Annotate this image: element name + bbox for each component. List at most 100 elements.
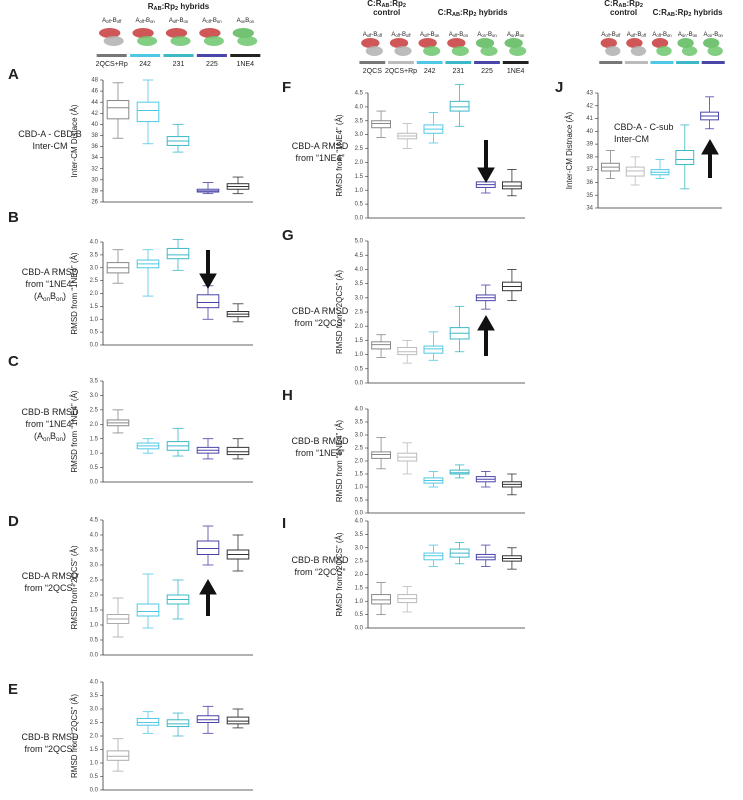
box — [423, 552, 444, 561]
y-tick-label: 0.0 — [355, 626, 364, 632]
text-part: -B — [429, 32, 435, 38]
subscript: on — [520, 33, 525, 38]
text-part: :Rp — [627, 0, 640, 8]
y-tick-label: 2.0 — [90, 734, 99, 740]
y-tick-label: 1.5 — [355, 472, 364, 478]
structure-image — [605, 46, 621, 56]
y-tick-label: 0.5 — [90, 638, 99, 644]
y-tick-label: 4.5 — [355, 91, 364, 97]
header-title: RAB:Rp2 hybrids — [148, 2, 210, 12]
y-tick-label: 36 — [91, 144, 98, 150]
box — [106, 100, 130, 120]
structure-image — [656, 46, 672, 56]
text-part: :Rp — [162, 2, 175, 11]
text-part: CBD-A - C-sub — [614, 122, 674, 132]
y-tick-label: 5.0 — [355, 239, 364, 245]
subscript: on — [150, 19, 155, 24]
subscript: off — [173, 19, 178, 24]
structure-image — [509, 46, 527, 56]
text-part: -B — [371, 32, 377, 38]
structure-image — [480, 46, 498, 56]
box — [625, 166, 645, 177]
text-part: ) — [63, 431, 66, 441]
subscript: off — [395, 33, 400, 38]
y-tick-label: 3.0 — [355, 433, 364, 439]
structure-image — [199, 28, 221, 38]
text-part: from “2QCS” — [24, 583, 75, 593]
panel-letter: A — [8, 66, 19, 83]
y-tick-label: 34 — [91, 155, 98, 161]
y-axis-label: RMSD from “1NE4” (Å) — [70, 390, 79, 473]
structure-label: Aoff-Boff — [627, 32, 647, 39]
text-part: from “2QCS” — [294, 567, 345, 577]
y-tick-label: 3.5 — [90, 548, 99, 554]
text-part: from “2QCS” — [294, 318, 345, 328]
subscript: off — [367, 33, 372, 38]
y-tick-label: 2.5 — [90, 278, 99, 284]
y-tick-label: 0.0 — [90, 343, 99, 349]
subscript: on — [667, 33, 672, 38]
y-tick-label: 2.5 — [355, 146, 364, 152]
panel-title: CBD-A - CBD-B — [18, 129, 82, 139]
y-tick-label: 43 — [586, 91, 593, 97]
text-part: B — [50, 431, 56, 441]
structure-label: Aoff-Boff — [102, 18, 122, 25]
y-tick-label: 1.0 — [90, 623, 99, 629]
color-bar — [359, 61, 386, 64]
y-tick-label: 2.0 — [90, 593, 99, 599]
subscript: off — [424, 33, 429, 38]
panel-title: from “1NE4” — [295, 448, 344, 458]
subscript: off — [139, 19, 144, 24]
subscript: on — [241, 19, 246, 24]
subscript: on — [492, 33, 497, 38]
header-title: C:RAB:Rp2 hybrids — [653, 8, 723, 18]
text-part: C:R — [438, 8, 452, 17]
y-tick-label: 2.0 — [355, 160, 364, 166]
subscript: on — [481, 33, 486, 38]
structure-label: Aoff-Bon — [202, 18, 222, 25]
panel-letter: B — [8, 209, 19, 226]
text-part: -B — [635, 32, 641, 38]
y-tick-label: 38 — [91, 133, 98, 139]
subscript: off — [453, 33, 458, 38]
y-tick-label: 36 — [586, 180, 593, 186]
subscript: off — [377, 33, 382, 38]
y-tick-label: 3.0 — [355, 295, 364, 301]
text-part: A — [507, 32, 511, 38]
y-tick-label: 4.0 — [355, 104, 364, 110]
subscript: on — [463, 33, 468, 38]
y-tick-label: 1.0 — [90, 761, 99, 767]
y-tick-label: 2.5 — [90, 720, 99, 726]
y-axis-label: RMSD from “2QCS” (Å) — [70, 694, 79, 778]
y-tick-label: 32 — [91, 166, 98, 172]
text-part: A — [102, 18, 106, 24]
box — [397, 347, 418, 356]
subscript: off — [406, 33, 411, 38]
text-part: :Rp — [460, 8, 473, 17]
y-tick-label: 41 — [586, 116, 593, 122]
text-part: A — [169, 18, 173, 24]
y-axis-label: RMSD from “1NE4” (Å) — [70, 252, 79, 335]
y-tick-label: 1.0 — [355, 188, 364, 194]
color-bar — [130, 54, 161, 57]
subscript: on — [718, 33, 723, 38]
structure-label: Aoff-Bon — [135, 18, 155, 25]
y-tick-label: 38 — [586, 154, 593, 160]
structure-image — [203, 36, 224, 46]
subscript: off — [117, 19, 122, 24]
y-tick-label: 42 — [91, 111, 98, 117]
color-bar — [230, 54, 261, 57]
column-label: 2QCS+Rp — [96, 61, 128, 68]
y-tick-label: 3.5 — [355, 532, 364, 538]
structure-label: Aon-Bon — [704, 32, 724, 39]
column-label: 231 — [452, 68, 464, 75]
y-tick-label: 2.5 — [355, 446, 364, 452]
text-part: from “1NE4” — [295, 448, 344, 458]
y-tick-label: 4.5 — [90, 518, 99, 524]
y-tick-label: 1.5 — [355, 174, 364, 180]
y-axis-label: Inter-CM Distace (Å) — [70, 104, 79, 177]
y-tick-label: 2.0 — [90, 422, 99, 428]
subscript: on — [43, 296, 51, 303]
y-axis-label: RMSD from “2QCS” (Å) — [335, 270, 344, 354]
text-part: -B — [211, 18, 217, 24]
